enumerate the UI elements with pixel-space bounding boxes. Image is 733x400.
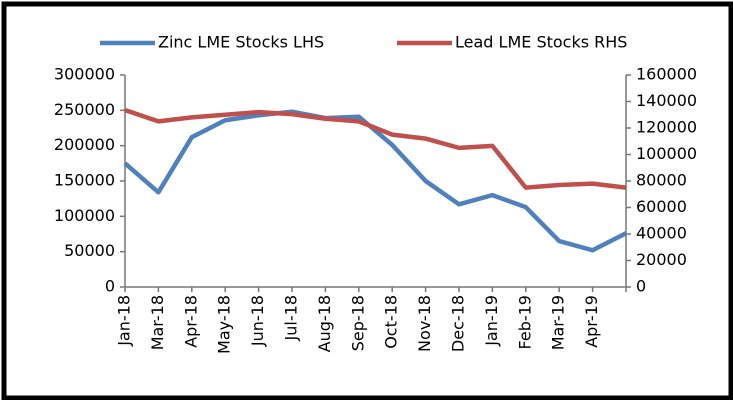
series-line <box>124 107 627 190</box>
x-tick-label: Oct-18 <box>382 295 401 349</box>
y-tick-label: 100000 <box>54 206 115 225</box>
x-tick-label: Aug-18 <box>315 295 334 352</box>
y-tick-label: 200000 <box>54 135 115 154</box>
x-tick-label: Sep-18 <box>348 295 367 351</box>
y2-tick-label: 80000 <box>636 171 687 190</box>
x-tick-label: Feb-19 <box>515 295 534 349</box>
y2-tick-label: 40000 <box>636 224 687 243</box>
y2-tick-label: 120000 <box>636 118 697 137</box>
y2-tick-label: 160000 <box>636 65 697 84</box>
x-tick-label: Jun-18 <box>248 295 267 347</box>
legend-label: Zinc LME Stocks LHS <box>158 33 324 52</box>
x-tick-label: Jul-18 <box>282 295 301 341</box>
y2-tick-label: 100000 <box>636 144 697 163</box>
y2-tick-label: 140000 <box>636 91 697 110</box>
y-tick-label: 50000 <box>64 241 115 260</box>
x-tick-label: Mar-18 <box>148 295 167 350</box>
y2-tick-label: 20000 <box>636 250 687 269</box>
y2-tick-label: 60000 <box>636 197 687 216</box>
x-tick-label: Apr-19 <box>582 295 601 348</box>
x-tick-label: Jan-19 <box>482 295 501 347</box>
x-tick-label: Jan-18 <box>115 295 134 347</box>
y-tick-label: 300000 <box>54 65 115 84</box>
y-tick-label: 250000 <box>54 100 115 119</box>
x-tick-label: Apr-18 <box>181 295 200 348</box>
legend-label: Lead LME Stocks RHS <box>455 33 627 52</box>
series-line <box>123 109 628 253</box>
y-tick-label: 0 <box>105 277 115 296</box>
y-tick-label: 150000 <box>54 171 115 190</box>
y2-tick-label: 0 <box>636 277 646 296</box>
x-tick-label: Mar-19 <box>549 295 568 350</box>
x-tick-label: Dec-18 <box>449 295 468 352</box>
x-tick-label: Nov-18 <box>415 295 434 352</box>
x-tick-label: May-18 <box>215 295 234 354</box>
